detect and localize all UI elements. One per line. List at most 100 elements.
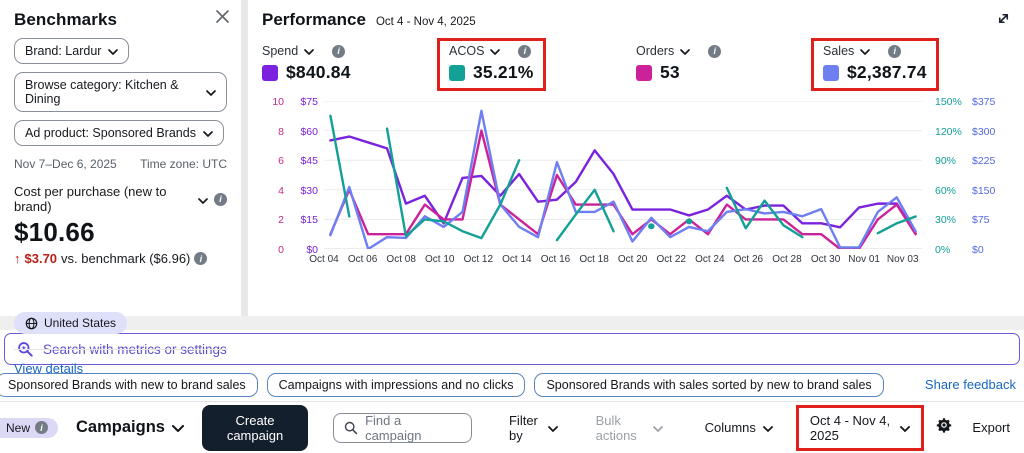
sales-value: $2,387.74 [847, 62, 927, 82]
chevron-down-icon [198, 192, 208, 207]
axis-tick-label: $45 [300, 155, 318, 168]
suggestion-pill[interactable]: Sponsored Brands with sales sorted by ne… [534, 372, 884, 397]
chevron-down-icon [547, 420, 558, 435]
brand-filter-chip[interactable]: Brand: Lardur [14, 38, 130, 64]
sales-metric-selector[interactable]: Sales i [823, 44, 927, 58]
x-tick-label: Oct 18 [579, 254, 609, 265]
spend-metric-selector[interactable]: Spend i [262, 44, 351, 58]
orders-value: 53 [660, 62, 680, 82]
expand-icon[interactable] [996, 11, 1011, 31]
chevron-down-icon [490, 44, 501, 58]
campaigns-title: Campaigns [76, 418, 165, 436]
benchmark-delta-row: ↑ $3.70 vs. benchmark ($6.96) i [14, 251, 227, 266]
date-range-label: Oct 4 - Nov 4, 2025 [809, 412, 891, 443]
info-icon[interactable]: i [888, 44, 902, 58]
axis-tick-label: $30 [300, 184, 318, 197]
spend-y-axis: $75 $60 $45 $30 $15 $0 [288, 96, 324, 256]
panel-gap [0, 316, 1024, 330]
columns-label: Columns [704, 420, 756, 435]
suggestion-pill[interactable]: Campaigns with impressions and no clicks [266, 372, 526, 397]
x-tick-label: Oct 04 [309, 254, 339, 265]
x-tick-label: Oct 14 [502, 254, 532, 265]
orders-metric-selector[interactable]: Orders i [636, 44, 722, 58]
axis-tick-label: 0% [935, 244, 951, 256]
category-filter-chip[interactable]: Browse category: Kitchen & Dining [14, 72, 227, 112]
find-campaign-input[interactable]: Find a campaign [333, 412, 472, 443]
ad-product-filter-label: Ad product: Sponsored Brands [25, 126, 196, 140]
axis-tick-label: 150% [935, 96, 962, 108]
benchmark-metric-selector[interactable]: Cost per purchase (new to brand) i [14, 184, 227, 214]
x-axis-labels: Oct 04 Oct 06 Oct 08 Oct 10 Oct 12 Oct 14 Oct … [309, 254, 922, 272]
axis-tick-label: 2 [278, 214, 284, 227]
acos-metric-selector[interactable]: ACOS i [449, 44, 534, 58]
close-icon[interactable] [216, 10, 229, 28]
performance-chart: 10 8 6 4 2 0 $75 $60 $45 $30 $15 $0 Oct 04 Oct 06 Oc… [262, 96, 1010, 272]
new-badge: New i [0, 417, 59, 438]
acos-label: ACOS [449, 44, 485, 58]
x-tick-label: Oct 24 [695, 254, 725, 265]
columns-dropdown[interactable]: Columns [705, 420, 773, 435]
sales-label: Sales [823, 44, 855, 58]
acos-color-swatch [449, 64, 465, 81]
benchmark-date-row: Nov 7–Dec 6, 2025 Time zone: UTC [14, 157, 227, 171]
x-tick-label: Oct 22 [656, 254, 686, 265]
info-icon[interactable]: i [214, 192, 227, 206]
ad-product-filter-chip[interactable]: Ad product: Sponsored Brands [14, 120, 224, 146]
axis-tick-label: $75 [972, 214, 990, 227]
region-label: United States [44, 316, 117, 330]
x-tick-label: Oct 16 [540, 254, 571, 265]
info-icon[interactable]: i [332, 44, 346, 58]
chevron-down-icon [206, 85, 216, 99]
date-range-picker[interactable]: Oct 4 - Nov 4, 2025 [795, 404, 925, 451]
export-button[interactable]: Export [972, 420, 1010, 435]
info-icon[interactable]: i [708, 44, 722, 58]
axis-tick-label: $75 [300, 96, 318, 108]
axis-tick-label: 8 [278, 125, 284, 138]
axis-tick-label: 10 [272, 96, 284, 108]
performance-title: Performance [262, 10, 366, 29]
metric-acos: ACOS i 35.21% [437, 38, 636, 91]
settings-gear-icon[interactable] [936, 417, 952, 438]
performance-chart-svg [324, 101, 922, 249]
chevron-down-icon [108, 44, 119, 58]
create-campaign-button[interactable]: Create campaign [201, 404, 309, 451]
filter-by-dropdown[interactable]: Filter by [509, 413, 558, 443]
sales-color-swatch [823, 64, 839, 81]
bulk-actions-dropdown: Bulk actions [596, 413, 663, 443]
x-tick-label: Oct 08 [386, 254, 416, 265]
campaigns-section-selector[interactable]: Campaigns [76, 418, 184, 437]
view-details-link[interactable]: View details [14, 360, 84, 376]
metric-sales: Sales i $2,387.74 [811, 38, 1010, 91]
search-sparkle-icon [18, 341, 33, 357]
info-icon[interactable]: i [518, 44, 532, 58]
category-filter-label: Browse category: Kitchen & Dining [25, 78, 179, 106]
axis-tick-label: $60 [300, 125, 318, 138]
share-feedback-link[interactable]: Share feedback [924, 377, 1016, 392]
orders-color-swatch [636, 64, 652, 81]
performance-date-range: Oct 4 - Nov 4, 2025 [375, 16, 476, 28]
axis-tick-label: $375 [972, 96, 996, 108]
find-campaign-placeholder: Find a campaign [365, 412, 422, 443]
new-badge-label: New [6, 420, 31, 435]
divider [14, 348, 227, 350]
search-icon [344, 421, 358, 434]
benchmark-metric-value: $10.66 [14, 217, 95, 247]
orders-y-axis: 10 8 6 4 2 0 [262, 96, 288, 256]
benchmark-timezone: Time zone: UTC [140, 157, 227, 171]
orders-label: Orders [636, 44, 675, 58]
x-tick-label: Oct 20 [617, 254, 648, 265]
chevron-down-icon [680, 44, 691, 58]
benchmark-date-range: Nov 7–Dec 6, 2025 [14, 157, 117, 171]
chevron-down-icon [304, 44, 315, 58]
x-tick-label: Oct 30 [810, 254, 841, 265]
info-icon[interactable]: i [194, 252, 208, 265]
spend-color-swatch [262, 64, 278, 81]
chevron-down-icon [652, 420, 663, 435]
filter-by-label: Filter by [508, 412, 538, 443]
chevron-down-icon [171, 418, 184, 437]
suggestion-pill[interactable]: Sponsored Brands with new to brand sales [0, 372, 258, 397]
info-icon[interactable]: i [35, 421, 49, 434]
axis-tick-label: $300 [972, 125, 996, 138]
axis-tick-label: 120% [935, 125, 962, 138]
campaigns-toolbar: New i Campaigns Create campaign Find a c… [0, 402, 1024, 453]
